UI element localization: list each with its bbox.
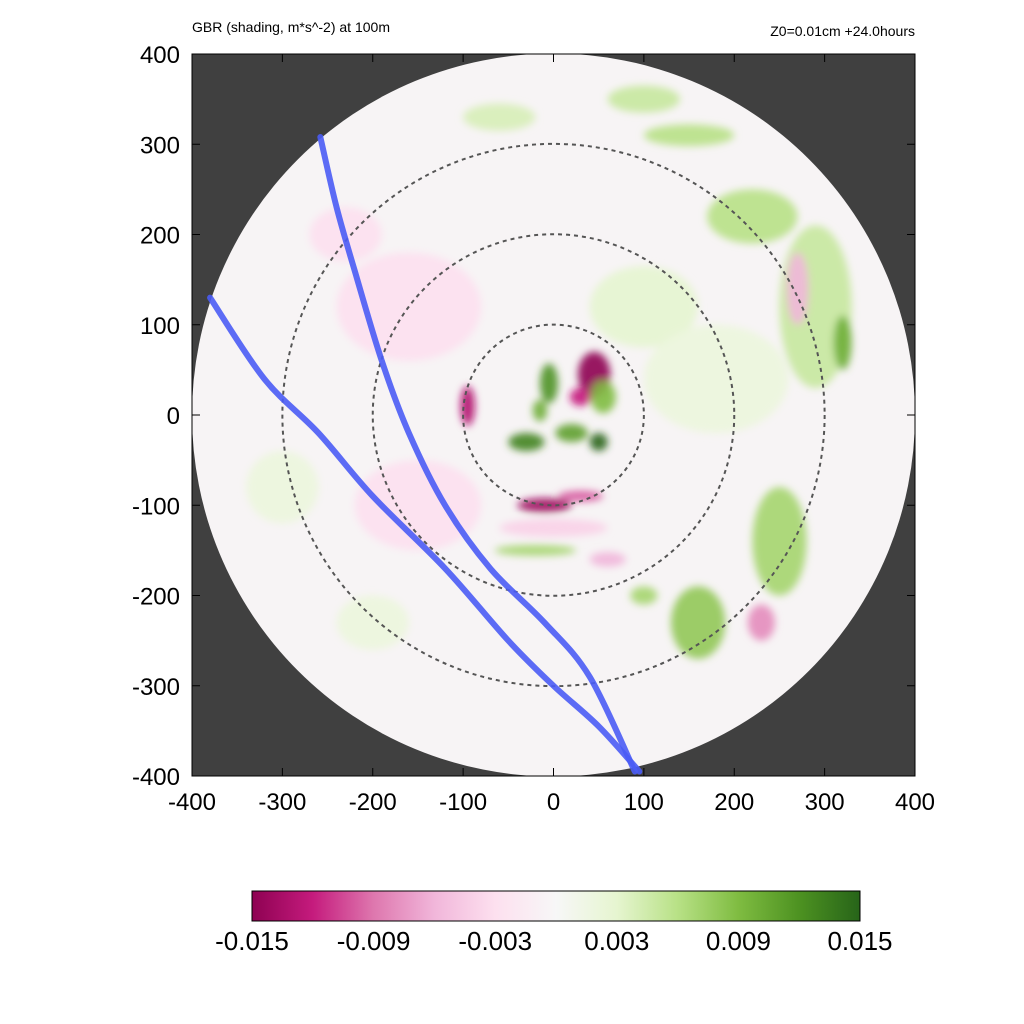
gbr-feature <box>833 315 852 370</box>
gbr-feature <box>607 85 681 113</box>
gbr-feature <box>589 266 699 348</box>
x-tick-label: -100 <box>439 789 487 816</box>
gbr-feature <box>532 399 548 422</box>
chart-title: GBR (shading, m*s^-2) at 100m <box>192 19 390 35</box>
colorbar-tick-label: -0.009 <box>337 926 411 956</box>
colorbar-gradient <box>251 890 861 922</box>
gbr-feature <box>589 552 626 567</box>
gbr-feature <box>590 380 616 414</box>
x-tick-label: -200 <box>349 789 397 816</box>
storm-track <box>207 294 643 775</box>
storm-track <box>317 134 638 775</box>
y-tick-label: -100 <box>132 493 180 520</box>
colorbar-tick-label: 0.003 <box>584 926 649 956</box>
gbr-feature <box>494 544 577 556</box>
gbr-feature <box>747 604 775 641</box>
gbr-feature <box>463 103 536 131</box>
colorbar-tick-label: 0.009 <box>706 926 771 956</box>
chart-subtitle-right: Z0=0.01cm +24.0hours <box>770 23 915 39</box>
gbr-feature <box>246 451 319 524</box>
gbr-feature <box>569 387 592 406</box>
gbr-shading-layer <box>246 85 852 659</box>
x-tick-label: 400 <box>895 789 935 816</box>
storm-tracks <box>207 134 643 775</box>
gbr-feature <box>786 252 809 325</box>
x-tick-label: -300 <box>258 789 306 816</box>
gbr-feature <box>539 363 559 404</box>
gbr-feature <box>499 518 608 537</box>
y-tick-label: -200 <box>132 584 180 611</box>
y-tick-label: -400 <box>132 764 180 791</box>
gbr-feature <box>336 595 409 650</box>
gbr-feature <box>643 124 735 147</box>
y-tick-label: 400 <box>140 42 180 69</box>
gbr-feature <box>555 424 588 443</box>
x-tick-label: 200 <box>714 789 754 816</box>
colorbar-ticks: -0.015 -0.009 -0.003 0.003 0.009 0.015 <box>215 926 892 956</box>
gbr-feature <box>589 433 608 452</box>
gbr-feature <box>752 487 807 596</box>
y-tick-label: 200 <box>140 223 180 250</box>
range-ring <box>462 323 645 507</box>
x-tick-label: 100 <box>624 789 664 816</box>
y-axis: 400 300 200 100 0 -100 -200 -300 -400 <box>132 42 915 791</box>
gbr-feature <box>517 498 572 513</box>
gbr-feature <box>460 386 475 426</box>
x-tick-label: -400 <box>168 789 216 816</box>
colorbar-tick-label: -0.003 <box>458 926 532 956</box>
gbr-feature <box>558 490 604 502</box>
gbr-feature <box>670 586 726 659</box>
colorbar-tick-label: 0.015 <box>827 926 892 956</box>
gbr-feature <box>643 324 789 434</box>
gbr-feature <box>508 433 545 452</box>
y-tick-label: -300 <box>132 674 180 701</box>
x-tick-label: 300 <box>805 789 845 816</box>
x-tick-label: 0 <box>547 789 560 816</box>
gbr-feature <box>630 586 658 605</box>
colorbar-tick-label: -0.015 <box>215 926 289 956</box>
y-tick-label: 0 <box>167 403 180 430</box>
range-ring <box>371 233 736 597</box>
y-tick-label: 100 <box>140 313 180 340</box>
plot-area: -400 -300 -200 -100 0 100 200 300 400 400 300 200 1… <box>132 42 935 816</box>
colorbar: -0.015 -0.009 -0.003 0.003 0.009 0.015 <box>215 890 893 956</box>
x-axis: -400 -300 -200 -100 0 100 200 300 400 <box>168 54 935 816</box>
y-tick-label: 300 <box>140 132 180 159</box>
gbr-feature <box>707 189 798 244</box>
